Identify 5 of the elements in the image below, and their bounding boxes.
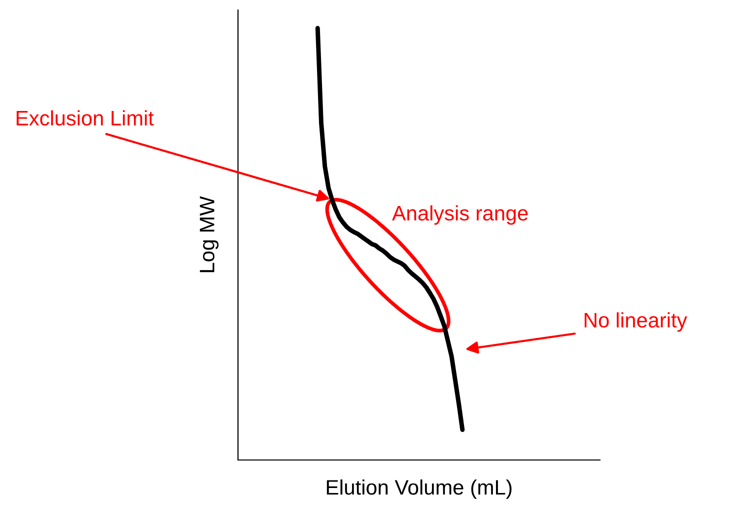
x-axis-title: Elution Volume (mL) — [326, 479, 512, 499]
text: Exclusion Limit — [16, 110, 154, 126]
y-axis-title: Log MW — [200, 196, 219, 272]
annotation: Analysis range — [392, 205, 528, 225]
annotation: No linearity — [584, 312, 688, 332]
